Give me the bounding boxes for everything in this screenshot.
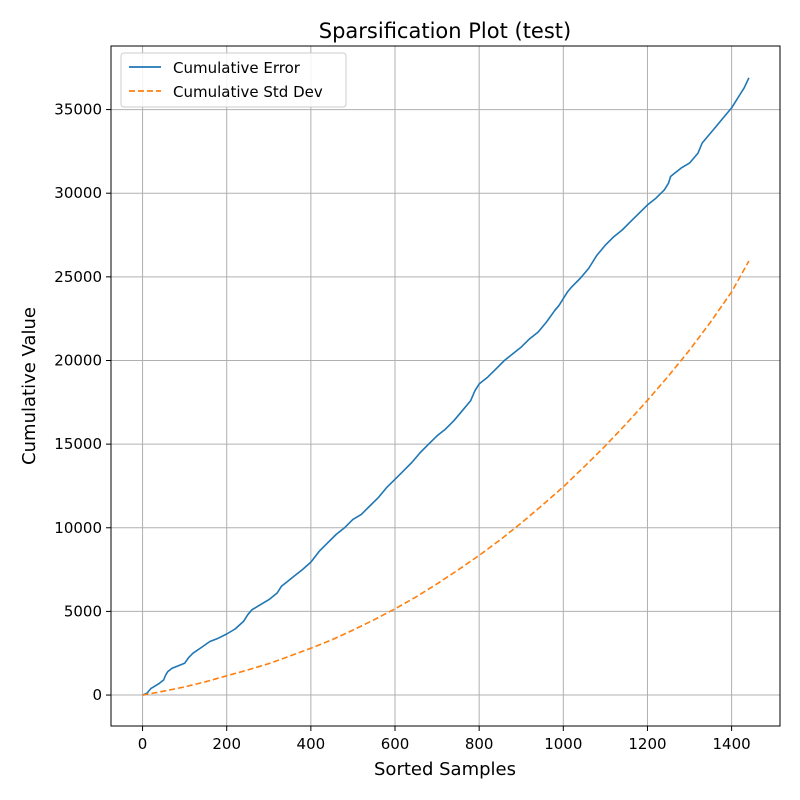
legend-box (120, 52, 347, 108)
series-line-cumulative-std-dev (142, 260, 750, 696)
y-tick-label: 10000 (54, 519, 102, 537)
y-axis-ticks: 0 5000 10000 15000 20000 25000 30000 35000 (54, 101, 111, 704)
y-axis-title: Cumulative Value (19, 307, 40, 465)
x-tick-label: 0 (138, 735, 148, 753)
y-tick-label: 35000 (54, 101, 102, 119)
x-tick-label: 600 (381, 735, 410, 753)
x-tick-label: 400 (297, 735, 326, 753)
y-tick-label: 15000 (54, 435, 102, 453)
y-tick-label: 20000 (54, 351, 102, 369)
y-tick-label: 0 (92, 686, 102, 704)
grid (111, 46, 780, 726)
plot-frame (110, 45, 781, 727)
chart-title: Sparsification Plot (test) (319, 19, 571, 43)
x-axis-title: Sorted Samples (374, 759, 516, 780)
x-tick-label: 200 (212, 735, 241, 753)
x-tick-label: 1400 (713, 735, 751, 753)
y-tick-label: 5000 (64, 602, 102, 620)
x-axis-ticks: 0 200 400 600 800 1000 1200 1400 (138, 726, 751, 753)
x-tick-label: 1000 (544, 735, 582, 753)
x-tick-label: 1200 (628, 735, 666, 753)
x-tick-label: 800 (465, 735, 494, 753)
legend-label-cumulative-std-dev: Cumulative Std Dev (173, 83, 323, 101)
series-line-cumulative-error (142, 77, 750, 696)
legend: Cumulative Error Cumulative Std Dev (120, 52, 347, 108)
y-tick-label: 30000 (54, 184, 102, 202)
y-tick-label: 25000 (54, 268, 102, 286)
legend-label-cumulative-error: Cumulative Error (173, 59, 301, 77)
series-layer (142, 77, 750, 696)
